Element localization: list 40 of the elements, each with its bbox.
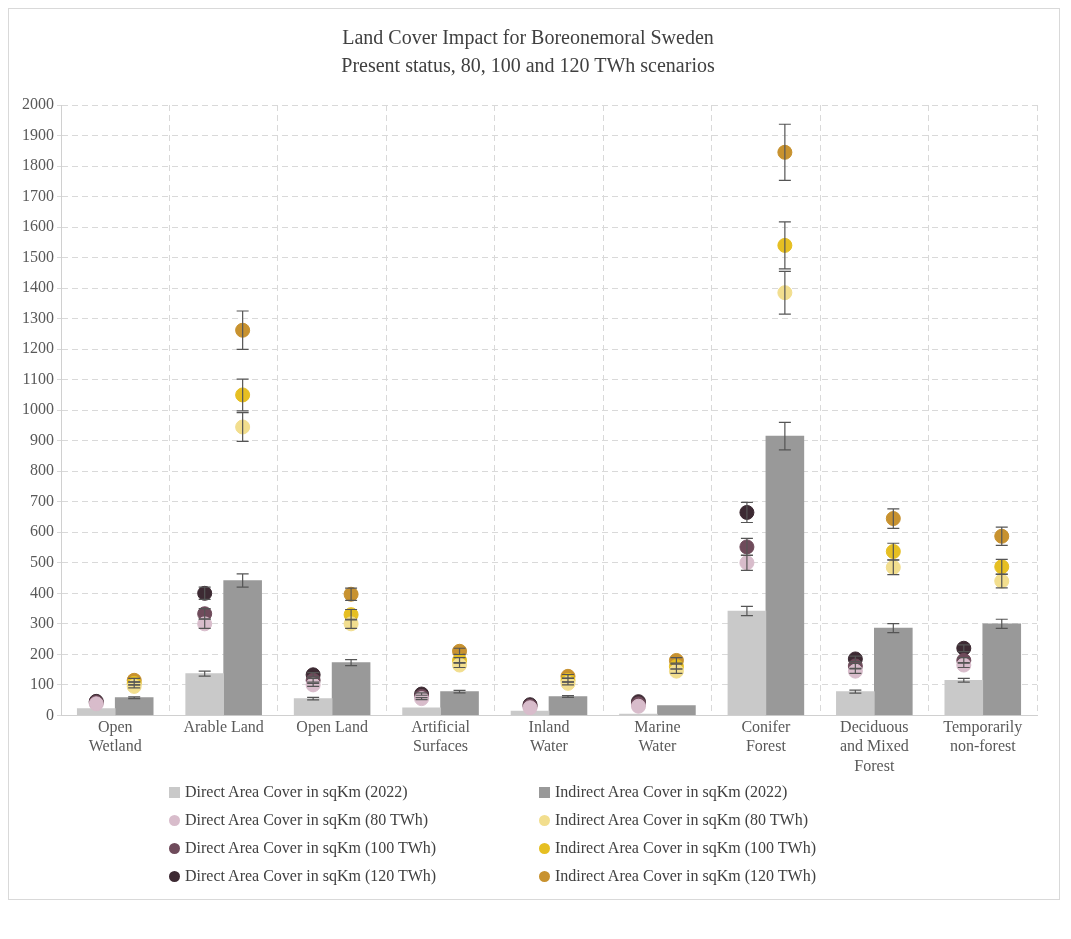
legend-label: Indirect Area Cover in sqKm (80 TWh) (555, 811, 808, 829)
x-tick-label: Open Land (296, 718, 368, 737)
y-tick-label: 400 (30, 583, 54, 601)
y-tick-label: 1800 (22, 156, 54, 174)
x-tick-label: Artificial Surfaces (411, 718, 471, 755)
legend-label: Indirect Area Cover in sqKm (120 TWh) (555, 867, 816, 885)
legend-label: Direct Area Cover in sqKm (120 TWh) (185, 867, 437, 885)
y-tick-label: 1500 (22, 247, 54, 265)
y-tick-label: 1400 (22, 278, 54, 296)
y-tick-label: 1700 (22, 186, 54, 204)
y-tick-label: 800 (30, 461, 54, 479)
y-tick-label: 2000 (22, 95, 54, 113)
y-tick-label: 1200 (22, 339, 54, 357)
x-tick-label: Marine Water (634, 718, 681, 755)
legend-label: Direct Area Cover in sqKm (100 TWh) (185, 839, 437, 857)
legend-label: Direct Area Cover in sqKm (2022) (185, 783, 408, 801)
y-tick-label: 1000 (22, 400, 54, 418)
legend-label: Indirect Area Cover in sqKm (2022) (555, 783, 788, 801)
y-tick-label: 1600 (22, 217, 54, 235)
chart-subtitle: Present status, 80, 100 and 120 TWh scenarios (341, 54, 715, 77)
x-tick-label: Open Wetland (88, 718, 142, 755)
y-tick-label: 100 (30, 675, 54, 693)
x-tick-label: Inland Water (528, 718, 570, 755)
x-tick-label: Conifer Forest (741, 718, 791, 755)
y-tick-label: 1900 (22, 125, 54, 143)
x-tick-label: Arable Land (183, 718, 264, 736)
legend-label: Direct Area Cover in sqKm (80 TWh) (185, 811, 429, 829)
y-tick-label: 700 (30, 491, 54, 509)
x-tick-label: Deciduous and Mixed Forest (839, 718, 909, 774)
y-tick-label: 200 (30, 644, 54, 662)
y-tick-label: 300 (30, 614, 54, 632)
x-tick-label: Temporarily non-forest (943, 718, 1023, 755)
y-tick-label: 500 (30, 553, 54, 570)
y-tick-label: 1300 (22, 308, 54, 326)
y-tick-label: 600 (30, 522, 54, 540)
y-tick-label: 900 (30, 430, 54, 448)
y-tick-label: 0 (46, 705, 54, 723)
y-tick-label: 1100 (22, 369, 54, 387)
chart-title: Land Cover Impact for Boreonemoral Sweden (342, 26, 714, 50)
legend-label: Indirect Area Cover in sqKm (100 TWh) (555, 839, 816, 857)
